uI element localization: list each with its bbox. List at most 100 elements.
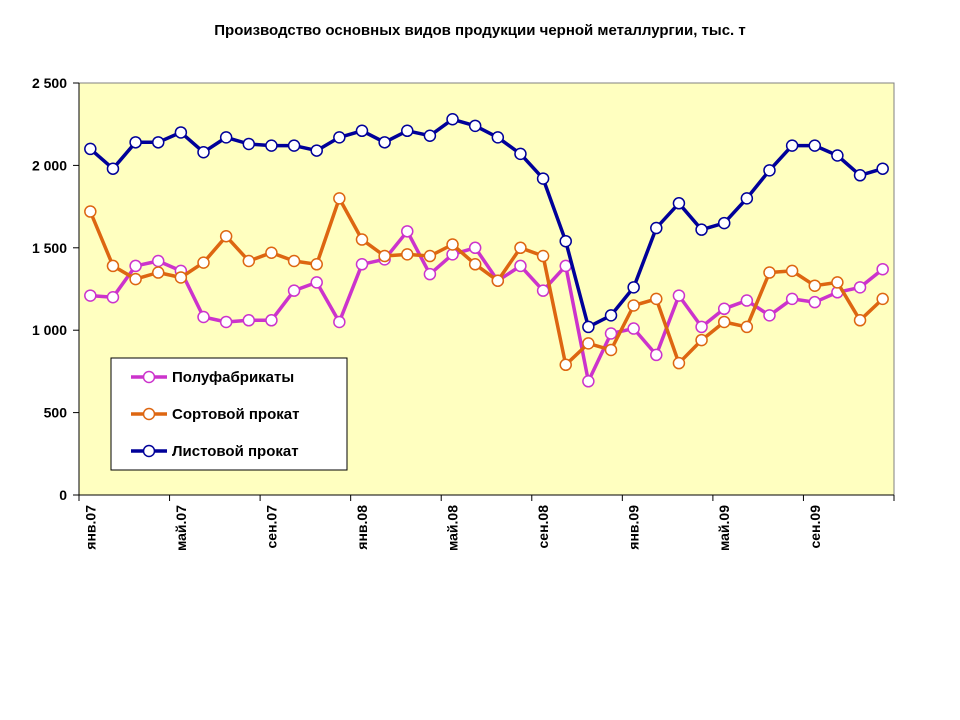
data-point	[423, 249, 437, 263]
data-point	[84, 289, 97, 302]
x-tick-label: май.09	[716, 505, 732, 551]
data-point	[876, 292, 889, 306]
data-point	[582, 375, 595, 388]
chart-title: Производство основных видов продукции че…	[214, 22, 746, 39]
data-point	[627, 299, 640, 312]
y-tick-label: 1 500	[32, 240, 67, 256]
x-tick-label: май.07	[173, 505, 189, 551]
data-point	[717, 302, 731, 316]
legend-swatch-marker	[142, 407, 156, 421]
data-point	[219, 131, 233, 144]
data-point	[151, 266, 165, 279]
data-point	[355, 258, 369, 271]
data-point	[582, 337, 595, 350]
data-point	[468, 241, 482, 255]
x-tick-label: сен.08	[535, 505, 551, 549]
data-point	[333, 131, 346, 144]
data-point	[491, 131, 505, 144]
data-point	[763, 266, 776, 279]
data-point	[627, 281, 640, 294]
data-point	[333, 315, 346, 329]
data-point	[242, 314, 256, 327]
data-point	[151, 136, 165, 149]
data-point	[401, 225, 414, 238]
data-point	[853, 314, 867, 327]
legend-swatch-marker	[142, 444, 156, 458]
data-point	[265, 139, 278, 152]
data-point	[355, 233, 369, 246]
data-point	[151, 254, 165, 268]
data-point	[785, 292, 799, 306]
data-point	[468, 119, 482, 133]
y-tick-label: 2 500	[32, 75, 67, 91]
data-point	[242, 254, 256, 268]
data-point	[876, 262, 889, 276]
data-point	[242, 137, 256, 151]
legend-item: Сортовой прокат	[131, 406, 299, 423]
legend-item: Полуфабрикаты	[131, 369, 294, 386]
data-point	[287, 284, 301, 297]
data-point	[106, 290, 120, 304]
data-point	[219, 315, 233, 329]
data-point	[695, 223, 708, 236]
data-point	[604, 327, 618, 340]
data-point	[197, 256, 210, 269]
data-point	[650, 221, 663, 235]
legend-label: Сортовой прокат	[172, 406, 299, 423]
data-point	[831, 149, 844, 162]
data-point	[695, 333, 708, 347]
data-point	[401, 124, 414, 138]
data-point	[740, 294, 754, 307]
data-point	[582, 320, 595, 334]
data-point	[84, 142, 97, 156]
data-point	[106, 259, 120, 273]
data-point	[717, 315, 731, 329]
data-point	[717, 216, 731, 230]
series-2	[84, 113, 889, 334]
data-point	[808, 279, 822, 292]
data-point	[604, 343, 618, 357]
data-point	[627, 322, 640, 335]
legend: Полуфабрикаты Сортовой прокат Листовой про…	[110, 357, 348, 471]
data-point	[536, 249, 550, 263]
data-point	[446, 113, 459, 126]
x-tick-label: янв.07	[82, 505, 98, 550]
data-point	[265, 246, 278, 259]
data-point	[310, 276, 323, 289]
data-point	[333, 192, 346, 205]
x-tick-label: янв.08	[354, 505, 370, 550]
data-point	[106, 162, 120, 175]
data-point	[378, 249, 391, 263]
x-tick-label: янв.09	[626, 505, 642, 550]
data-point	[423, 129, 437, 142]
data-point	[650, 292, 663, 306]
legend-label: Полуфабрикаты	[172, 369, 294, 386]
data-point	[219, 230, 233, 243]
data-point	[785, 139, 799, 152]
data-point	[423, 267, 437, 281]
legend-item: Листовой прокат	[131, 443, 299, 460]
data-point	[853, 169, 867, 182]
data-point	[129, 272, 142, 286]
y-tick-label: 500	[44, 405, 68, 421]
data-point	[831, 276, 844, 289]
data-point	[650, 348, 663, 362]
y-axis: 0 500 1 000 1 500 2 000 2 500	[32, 75, 80, 503]
y-tick-label: 2 000	[32, 157, 67, 173]
data-point	[401, 248, 414, 261]
data-point	[763, 164, 776, 177]
data-point	[808, 139, 822, 152]
data-point	[785, 264, 799, 278]
data-point	[808, 295, 822, 309]
data-point	[853, 281, 867, 294]
x-tick-label: сен.07	[263, 505, 279, 549]
data-point	[740, 192, 754, 205]
data-point	[355, 124, 369, 138]
data-point	[287, 254, 301, 268]
data-point	[310, 144, 323, 157]
x-axis: янв.07 май.07 сен.07 янв.08 май.08 сен.08 янв.…	[78, 494, 895, 551]
data-point	[672, 289, 686, 302]
data-point	[197, 310, 210, 324]
data-point	[536, 172, 550, 185]
